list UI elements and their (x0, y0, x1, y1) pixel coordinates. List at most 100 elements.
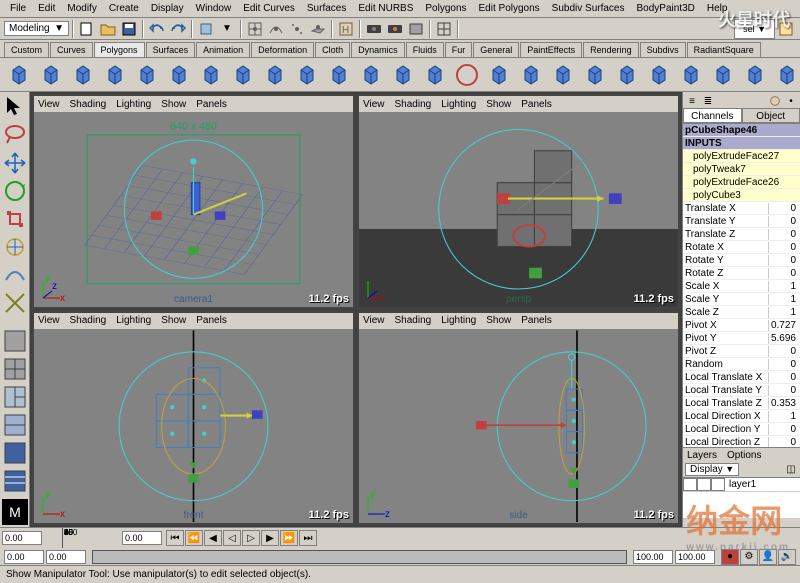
shelf-split-icon[interactable] (580, 60, 610, 90)
menu-file[interactable]: File (4, 1, 32, 16)
layers-menu[interactable]: Layers (687, 450, 717, 461)
char-icon[interactable]: 👤 (759, 549, 777, 565)
shelf-subd-icon[interactable] (548, 60, 578, 90)
last-tool-icon[interactable] (2, 290, 28, 316)
channel-attr[interactable]: Rotate Z0 (683, 267, 800, 280)
channel-list[interactable]: pCubeShape46 INPUTS polyExtrudeFace27 po… (683, 124, 800, 447)
step-back-icon[interactable]: ⏪ (185, 530, 203, 546)
channel-attr[interactable]: Pivot Y5.696 (683, 332, 800, 345)
layout-3-icon[interactable] (2, 384, 28, 410)
sel-mask-icon[interactable] (196, 19, 216, 39)
tab-dynamics[interactable]: Dynamics (351, 42, 405, 57)
tab-polygons[interactable]: Polygons (94, 42, 145, 57)
layout-4-icon[interactable] (2, 412, 28, 438)
four-view-icon[interactable] (2, 356, 28, 382)
object-tab[interactable]: Object (742, 108, 800, 123)
input-node[interactable]: polyTweak7 (683, 163, 800, 176)
tab-cloth[interactable]: Cloth (315, 42, 350, 57)
render-icon[interactable] (364, 19, 384, 39)
shelf-boolC-icon[interactable] (420, 60, 450, 90)
menuset-dropdown[interactable]: Modeling▼ (4, 21, 69, 36)
lasso-tool-icon[interactable] (2, 122, 28, 148)
shelf-plane-icon[interactable] (132, 60, 162, 90)
playback-start-field[interactable]: 0.00 (46, 550, 86, 564)
menu-display[interactable]: Display (145, 1, 190, 16)
quick-layout-icon[interactable] (434, 19, 454, 39)
sound-icon[interactable]: 🔊 (778, 549, 796, 565)
playback-end-field[interactable]: 100.00 (633, 550, 673, 564)
tab-curves[interactable]: Curves (50, 42, 93, 57)
single-view-icon[interactable] (2, 328, 28, 354)
current-frame-field2[interactable]: 0.00 (122, 531, 162, 545)
menu-polygons[interactable]: Polygons (419, 1, 472, 16)
undo-icon[interactable] (147, 19, 167, 39)
tab-radiantsquare[interactable]: RadiantSquare (687, 42, 761, 57)
channels-tab[interactable]: Channels (683, 108, 742, 123)
snap-grid-icon[interactable] (245, 19, 265, 39)
play-back-icon[interactable]: ◁ (223, 530, 241, 546)
layer-row[interactable]: layer1 (683, 478, 800, 492)
shelf-bevel-icon[interactable] (484, 60, 514, 90)
channel-attr[interactable]: Translate Z0 (683, 228, 800, 241)
menu-modify[interactable]: Modify (61, 1, 102, 16)
input-node[interactable]: polyCube3 (683, 189, 800, 202)
reset-icon[interactable]: • (784, 94, 798, 108)
shelf-torus-icon[interactable] (164, 60, 194, 90)
shelf-cone-icon[interactable] (100, 60, 130, 90)
shelf-helix-icon[interactable] (292, 60, 322, 90)
menu-edit[interactable]: Edit (32, 1, 61, 16)
tab-deformation[interactable]: Deformation (251, 42, 314, 57)
manip-icon[interactable] (768, 94, 782, 108)
channel-attr[interactable]: Scale Z1 (683, 306, 800, 319)
menu-subdiv[interactable]: Subdiv Surfaces (546, 1, 631, 16)
menu-bodypaint[interactable]: BodyPaint3D (631, 1, 701, 16)
input-node[interactable]: polyExtrudeFace27 (683, 150, 800, 163)
construction-history-icon[interactable] (776, 19, 796, 39)
step-fwd-icon[interactable]: ⏩ (280, 530, 298, 546)
render-globals-icon[interactable] (406, 19, 426, 39)
shelf-sphere-icon[interactable] (4, 60, 34, 90)
tab-general[interactable]: General (473, 42, 519, 57)
channel-attr[interactable]: Local Direction Z0 (683, 436, 800, 447)
history-icon[interactable]: H (336, 19, 356, 39)
viewport-side[interactable]: ViewShadingLightingShowPanels yz (357, 311, 680, 526)
menu-edit-curves[interactable]: Edit Curves (237, 1, 301, 16)
layout-6-icon[interactable] (2, 468, 28, 494)
rotate-tool-icon[interactable] (2, 178, 28, 204)
channel-attr[interactable]: Rotate Y0 (683, 254, 800, 267)
viewport-persp-camera[interactable]: ViewShadingLightingShowPanels 640 x 480 (32, 94, 355, 309)
shelf-smooth-icon[interactable] (516, 60, 546, 90)
channel-attr[interactable]: Pivot Z0 (683, 345, 800, 358)
sel-field[interactable]: sel ▼ (734, 19, 775, 39)
channel-attr[interactable]: Local Translate Z0.353 (683, 397, 800, 410)
tab-fluids[interactable]: Fluids (406, 42, 444, 57)
menu-surfaces[interactable]: Surfaces (301, 1, 352, 16)
range-start-field[interactable]: 0.00 (4, 550, 44, 564)
tab-painteffects[interactable]: PaintEffects (520, 42, 582, 57)
viewport-front[interactable]: ViewShadingLightingShowPanels (32, 311, 355, 526)
options-menu[interactable]: Options (727, 450, 761, 461)
scale-tool-icon[interactable] (2, 206, 28, 232)
channel-icon2[interactable]: ≣ (701, 94, 715, 108)
menu-edit-nurbs[interactable]: Edit NURBS (352, 1, 419, 16)
channel-attr[interactable]: Local Translate X0 (683, 371, 800, 384)
shelf-sep-icon[interactable] (644, 60, 674, 90)
viewport-persp[interactable]: ViewShadingLightingShowPanels (357, 94, 680, 309)
rewind-icon[interactable]: ⏮ (166, 530, 184, 546)
menu-create[interactable]: Create (103, 1, 145, 16)
move-tool-icon[interactable] (2, 150, 28, 176)
shelf-merge-icon[interactable] (612, 60, 642, 90)
tab-subdivs[interactable]: Subdivs (640, 42, 686, 57)
prev-key-icon[interactable]: ◀ (204, 530, 222, 546)
tab-fur[interactable]: Fur (445, 42, 473, 57)
next-key-icon[interactable]: ▶ (261, 530, 279, 546)
shelf-pyramid-icon[interactable] (228, 60, 258, 90)
menu-help[interactable]: Help (701, 1, 734, 16)
ipr-icon[interactable] (385, 19, 405, 39)
channel-attr[interactable]: Local Translate Y0 (683, 384, 800, 397)
shape-node[interactable]: pCubeShape46 (683, 124, 800, 137)
shelf-fill-icon[interactable] (708, 60, 738, 90)
layer-color[interactable] (711, 478, 725, 491)
current-frame-field[interactable]: 0.00 (2, 531, 42, 545)
maya-logo-icon[interactable]: M (2, 499, 28, 525)
